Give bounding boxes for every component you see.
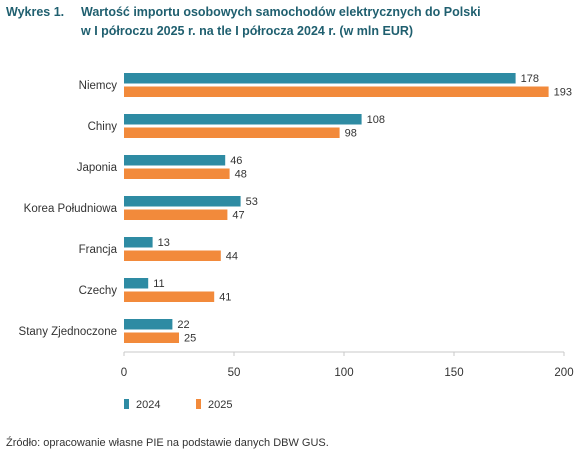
- data-label-2024-japonia: 46: [230, 155, 242, 167]
- bar-2024-korea-południowa: [124, 196, 241, 207]
- bar-2025-korea-południowa: [124, 209, 228, 220]
- data-label-2025-czechy: 41: [219, 292, 231, 304]
- bar-2025-chiny: [124, 127, 340, 138]
- category-label-francja: Francja: [79, 244, 118, 256]
- category-label-korea-południowa: Korea Południowa: [24, 203, 118, 215]
- bar-2025-japonia: [124, 168, 230, 179]
- data-label-2025-stany-zjednoczone: 25: [184, 333, 196, 345]
- bar-2025-czechy: [124, 291, 215, 302]
- chart-title-line1: Wartość importu osobowych samochodów ele…: [81, 5, 481, 19]
- data-label-2025-chiny: 98: [345, 128, 357, 140]
- data-label-2024-korea-południowa: 53: [246, 196, 258, 208]
- data-label-2024-niemcy: 178: [521, 73, 539, 85]
- chart-title-prefix: Wykres 1.: [6, 5, 65, 19]
- bar-chart: Niemcy 178 193 Chiny 108 98 Japonia 46 48 Korea P…: [19, 73, 574, 411]
- category-label-czechy: Czechy: [79, 285, 118, 297]
- source-note: Źródło: opracowanie własne PIE na podsta…: [6, 437, 329, 449]
- bar-2025-stany-zjednoczone: [124, 332, 179, 343]
- bar-2024-francja: [124, 237, 153, 248]
- category-label-niemcy: Niemcy: [79, 80, 118, 92]
- x-tick-label-150: 150: [444, 367, 463, 379]
- category-label-chiny: Chiny: [88, 121, 118, 133]
- bar-2025-francja: [124, 250, 221, 261]
- data-label-2024-stany-zjednoczone: 22: [177, 319, 189, 331]
- data-label-2024-czechy: 11: [153, 278, 164, 290]
- category-label-stany-zjednoczone: Stany Zjednoczone: [19, 326, 117, 338]
- chart-title-line2: w I półroczu 2025 r. na tle I półrocza 2…: [81, 24, 414, 38]
- x-tick-label-200: 200: [554, 367, 573, 379]
- data-label-2024-francja: 13: [158, 237, 170, 249]
- bar-2024-chiny: [124, 114, 362, 125]
- x-tick-label-0: 0: [121, 367, 127, 379]
- data-label-2024-chiny: 108: [367, 114, 385, 126]
- bar-2024-niemcy: [124, 73, 516, 84]
- bar-2024-stany-zjednoczone: [124, 319, 173, 330]
- bar-2024-japonia: [124, 155, 226, 166]
- legend-label-2024: 2024: [136, 399, 160, 411]
- x-tick-label-100: 100: [334, 367, 353, 379]
- category-label-japonia: Japonia: [77, 162, 118, 174]
- data-label-2025-japonia: 48: [235, 169, 247, 181]
- x-tick-label-50: 50: [228, 367, 241, 379]
- legend-label-2025: 2025: [208, 399, 232, 411]
- bar-2024-czechy: [124, 278, 149, 289]
- data-label-2025-korea-południowa: 47: [232, 210, 244, 222]
- bar-2025-niemcy: [124, 86, 549, 97]
- legend-swatch-2024: [124, 399, 129, 409]
- data-label-2025-francja: 44: [226, 251, 238, 263]
- data-label-2025-niemcy: 193: [554, 87, 572, 99]
- legend-swatch-2025: [196, 399, 201, 409]
